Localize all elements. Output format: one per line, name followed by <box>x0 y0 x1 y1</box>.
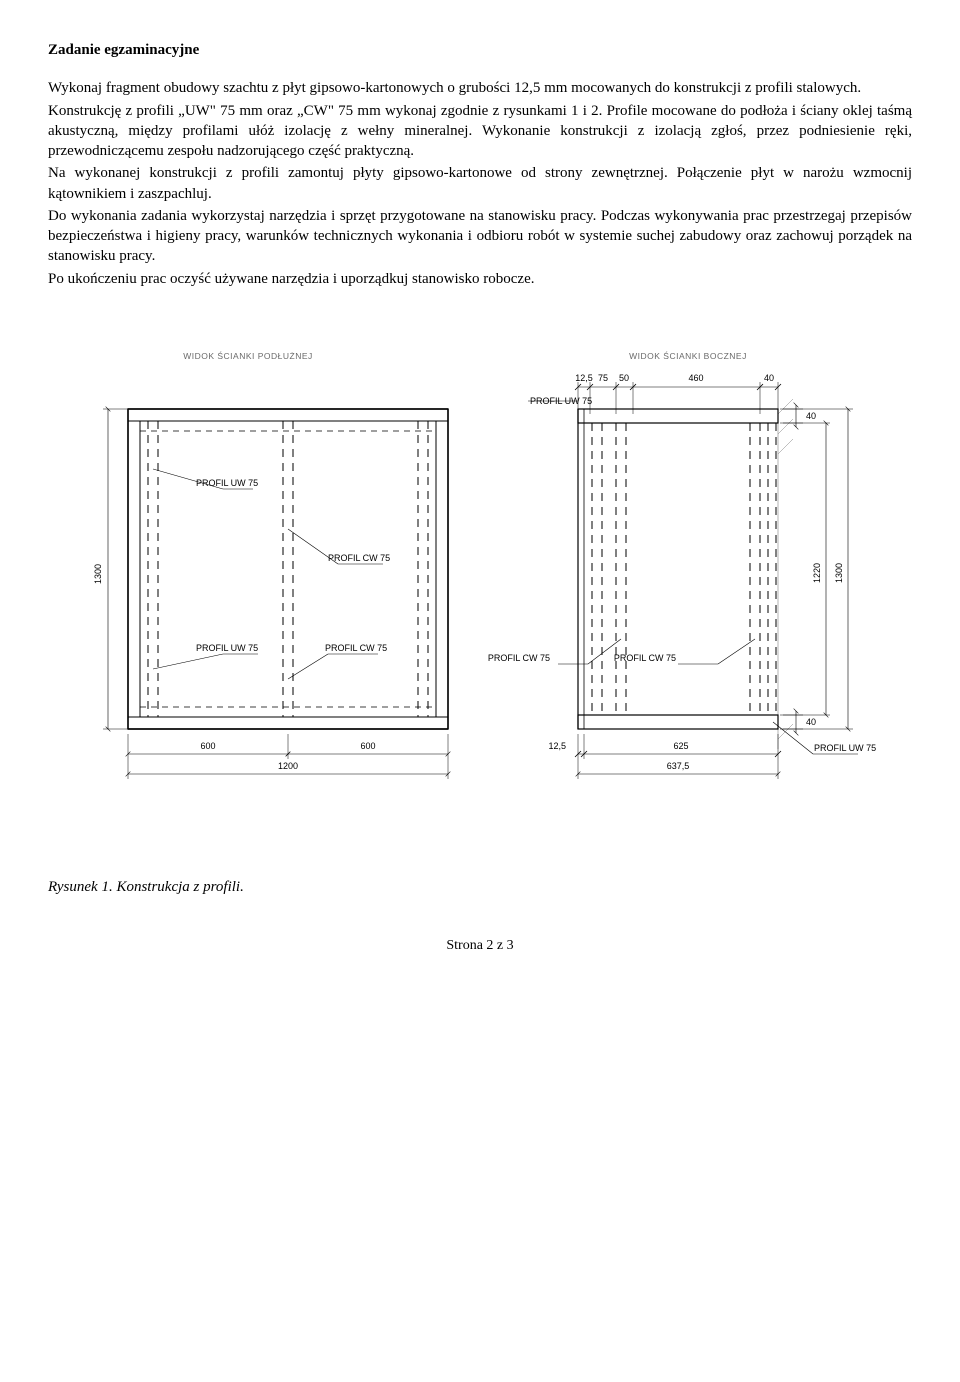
dim-600b: 600 <box>360 741 375 751</box>
dim-460: 460 <box>688 373 703 383</box>
label-uw-bot-a: PROFIL UW 75 <box>196 643 258 653</box>
dim-12-5: 12,5 <box>575 373 593 383</box>
label-cw-mid-a: PROFIL CW 75 <box>328 553 390 563</box>
task-title: Zadanie egzaminacyjne <box>48 40 912 60</box>
label-uw-bot-b: PROFIL UW 75 <box>814 743 876 753</box>
dim-600a: 600 <box>200 741 215 751</box>
label-cw-bot-a: PROFIL CW 75 <box>325 643 387 653</box>
view-b-title: WIDOK ŚCIANKI BOCZNEJ <box>629 350 747 361</box>
paragraph-1: Wykonaj fragment obudowy szachtu z płyt … <box>48 78 912 98</box>
view-a-title: WIDOK ŚCIANKI PODŁUŻNEJ <box>183 350 313 361</box>
dim-637-5: 637,5 <box>667 761 690 771</box>
label-cw-right-b: PROFIL CW 75 <box>614 653 676 663</box>
dim-1300-a: 1300 <box>93 564 103 584</box>
label-uw-top-a: PROFIL UW 75 <box>196 478 258 488</box>
paragraph-5: Po ukończeniu prac oczyść używane narzęd… <box>48 269 912 289</box>
label-cw-left-b: PROFIL CW 75 <box>488 653 550 663</box>
dim-1220: 1220 <box>812 563 822 583</box>
dim-40-top: 40 <box>806 411 816 421</box>
dim-1300-b: 1300 <box>834 563 844 583</box>
dim-40-bot: 40 <box>806 717 816 727</box>
paragraph-2: Konstrukcję z profili „UW" 75 mm oraz „C… <box>48 101 912 162</box>
dim-12-5-bot: 12,5 <box>548 741 566 751</box>
dim-50: 50 <box>619 373 629 383</box>
dim-1200: 1200 <box>278 761 298 771</box>
dim-625: 625 <box>673 741 688 751</box>
figure-drawings: WIDOK ŚCIANKI PODŁUŻNEJ <box>48 329 912 829</box>
paragraph-3: Na wykonanej konstrukcji z profili zamon… <box>48 163 912 204</box>
paragraph-4: Do wykonania zadania wykorzystaj narzędz… <box>48 206 912 267</box>
dim-75: 75 <box>598 373 608 383</box>
dim-40: 40 <box>764 373 774 383</box>
figure-caption: Rysunek 1. Konstrukcja z profili. <box>48 877 912 897</box>
page-footer: Strona 2 z 3 <box>48 937 912 956</box>
